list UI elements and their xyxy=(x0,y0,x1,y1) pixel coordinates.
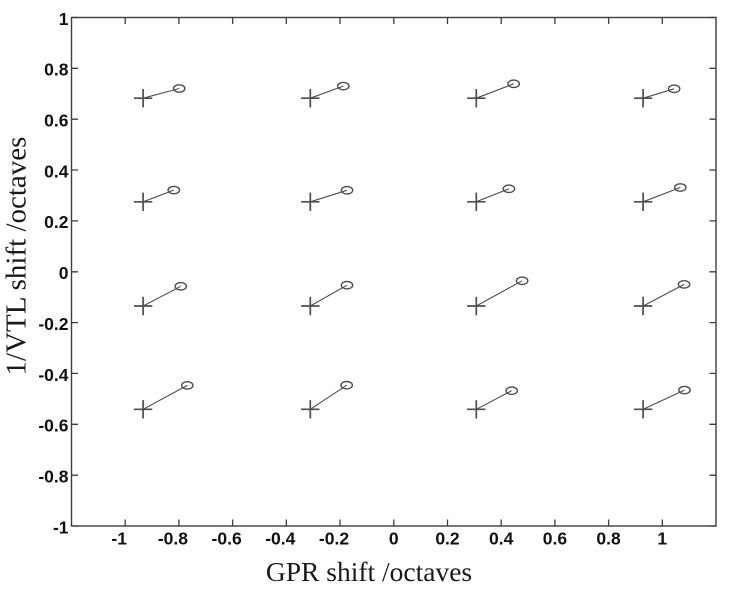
svg-text:-1: -1 xyxy=(53,517,69,537)
svg-text:GPR shift /octaves: GPR shift /octaves xyxy=(266,556,472,587)
svg-text:-0.2: -0.2 xyxy=(319,529,349,549)
svg-text:0.6: 0.6 xyxy=(44,111,69,131)
svg-text:0.6: 0.6 xyxy=(543,529,568,549)
svg-text:0.2: 0.2 xyxy=(435,529,460,549)
svg-text:0: 0 xyxy=(389,529,399,549)
svg-text:0.4: 0.4 xyxy=(44,161,69,181)
svg-text:-0.4: -0.4 xyxy=(265,529,295,549)
svg-text:1: 1 xyxy=(657,529,667,549)
svg-text:0.4: 0.4 xyxy=(489,529,514,549)
svg-text:1: 1 xyxy=(59,9,69,29)
svg-text:0.8: 0.8 xyxy=(44,60,69,80)
svg-text:-0.2: -0.2 xyxy=(38,314,68,334)
svg-text:-1: -1 xyxy=(111,529,127,549)
svg-text:-0.6: -0.6 xyxy=(212,529,242,549)
svg-text:0: 0 xyxy=(59,263,69,283)
svg-text:-0.8: -0.8 xyxy=(158,529,188,549)
svg-text:-0.6: -0.6 xyxy=(38,416,68,436)
svg-text:1/VTL shift /octaves: 1/VTL shift /octaves xyxy=(1,137,33,376)
svg-text:-0.8: -0.8 xyxy=(38,467,68,487)
svg-text:-0.4: -0.4 xyxy=(38,365,68,385)
svg-text:0.2: 0.2 xyxy=(44,212,69,232)
svg-text:0.8: 0.8 xyxy=(596,529,621,549)
